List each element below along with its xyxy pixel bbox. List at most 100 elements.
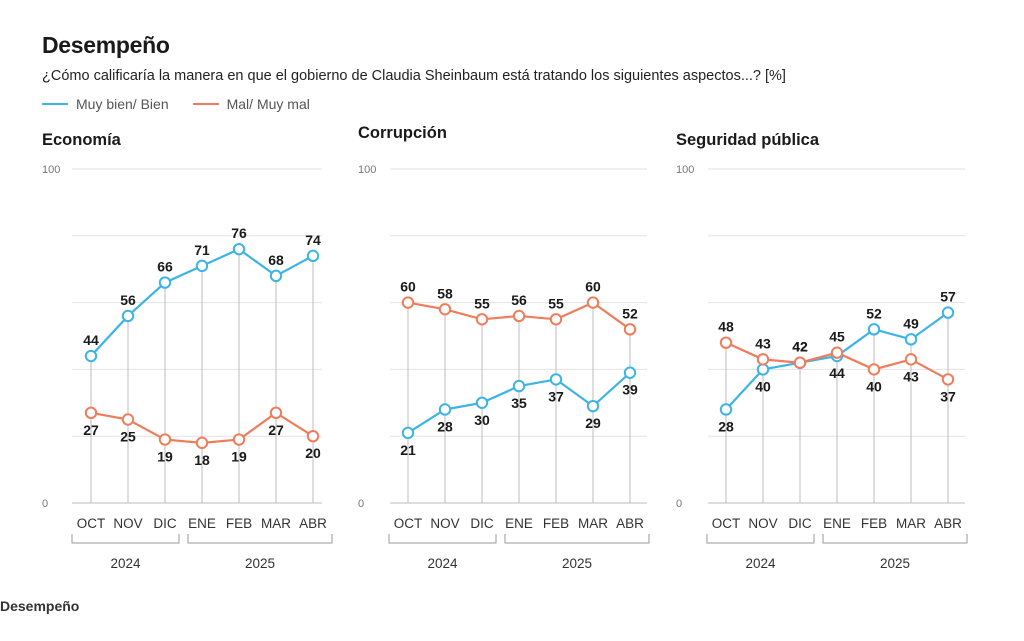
data-point: [904, 333, 918, 346]
y-tick-label: 100: [358, 164, 376, 176]
data-label: 57: [940, 289, 956, 305]
data-label: 48: [718, 319, 734, 335]
data-point: [475, 313, 489, 326]
data-label: 37: [940, 388, 956, 404]
data-point: [719, 336, 733, 349]
x-tick-label: MAR: [261, 516, 291, 531]
legend-item-negative: Mal/ Muy mal: [192, 96, 310, 112]
data-point: [475, 396, 489, 409]
legend-label-positive: Muy bien/ Bien: [76, 96, 169, 112]
x-tick-label: DIC: [470, 516, 494, 531]
y-tick-label: 0: [42, 498, 48, 510]
year-label: 2024: [745, 556, 776, 571]
data-label: 43: [755, 335, 771, 351]
data-label: 43: [903, 368, 919, 384]
panel-title-economia: Economía: [42, 131, 121, 149]
data-point: [941, 373, 955, 386]
data-point: [941, 306, 955, 319]
year-bracket: [187, 534, 333, 544]
data-point: [867, 363, 881, 376]
x-tick-label: NOV: [113, 516, 142, 531]
x-tick-label: NOV: [748, 516, 777, 531]
data-point: [512, 309, 526, 323]
data-label: 19: [157, 449, 173, 465]
data-label: 44: [83, 332, 99, 348]
year-bracket: [706, 534, 815, 544]
data-label: 55: [548, 295, 564, 311]
data-point: [121, 309, 135, 323]
x-tick-label: FEB: [226, 516, 252, 531]
data-point: [623, 366, 637, 379]
data-point: [269, 269, 283, 283]
data-point: [793, 356, 807, 369]
x-tick-label: NOV: [430, 516, 459, 531]
data-point: [549, 313, 563, 326]
x-tick-label: ABR: [934, 516, 962, 531]
x-tick-label: MAR: [896, 516, 926, 531]
year-label: 2024: [110, 556, 141, 571]
y-tick-label: 0: [676, 498, 682, 510]
data-label: 20: [305, 445, 321, 461]
data-label: 76: [231, 225, 247, 241]
data-point: [158, 276, 172, 289]
y-tick-label: 0: [358, 498, 364, 510]
data-label: 19: [231, 449, 247, 465]
x-tick-label: ENE: [505, 516, 533, 531]
data-point: [195, 259, 209, 273]
y-tick-label: 100: [676, 164, 694, 176]
x-tick-label: OCT: [394, 516, 423, 531]
data-label: 44: [829, 365, 845, 381]
data-label: 40: [755, 378, 771, 394]
x-tick-label: ABR: [616, 516, 644, 531]
data-point: [158, 433, 172, 446]
legend-swatch-positive: [42, 103, 68, 105]
data-label: 27: [83, 422, 99, 438]
data-point: [438, 403, 452, 416]
data-point: [306, 249, 320, 263]
data-point: [438, 303, 452, 316]
data-label: 25: [120, 429, 136, 445]
data-point: [512, 379, 526, 393]
y-tick-label: 100: [42, 164, 60, 176]
data-point: [269, 406, 283, 420]
legend-label-negative: Mal/ Muy mal: [226, 96, 310, 112]
x-tick-label: FEB: [543, 516, 569, 531]
year-bracket: [71, 534, 180, 544]
year-label: 2025: [245, 556, 275, 571]
legend-swatch-negative: [192, 103, 219, 105]
data-label: 55: [474, 295, 490, 311]
x-tick-label: MAR: [578, 516, 608, 531]
year-bracket: [388, 534, 497, 544]
data-point: [306, 430, 320, 443]
data-label: 45: [829, 329, 845, 345]
data-point: [623, 323, 637, 336]
data-label: 35: [511, 395, 527, 411]
data-point: [401, 296, 415, 309]
year-label: 2025: [562, 556, 592, 571]
legend-item-positive: Muy bien/ Bien: [42, 96, 169, 112]
data-label: 58: [437, 285, 453, 301]
data-point: [232, 433, 246, 446]
data-label: 27: [268, 422, 284, 438]
data-label: 18: [194, 452, 210, 468]
data-label: 60: [585, 279, 601, 295]
data-point: [756, 363, 770, 376]
year-label: 2025: [880, 556, 910, 571]
x-tick-label: ENE: [188, 516, 216, 531]
data-label: 56: [120, 292, 136, 308]
data-label: 49: [903, 315, 919, 331]
data-point: [84, 406, 98, 420]
data-point: [586, 296, 600, 309]
data-label: 28: [437, 418, 453, 434]
data-label: 74: [305, 232, 321, 248]
footer-label: Desempeño: [0, 598, 80, 614]
data-point: [401, 426, 415, 440]
data-label: 66: [157, 259, 173, 275]
data-label: 29: [585, 415, 601, 431]
page-title: Desempeño: [42, 32, 170, 58]
panel-title-corrupcion: Corrupción: [358, 124, 447, 142]
data-label: 37: [548, 388, 564, 404]
data-label: 28: [718, 418, 734, 434]
x-tick-label: ABR: [299, 516, 327, 531]
